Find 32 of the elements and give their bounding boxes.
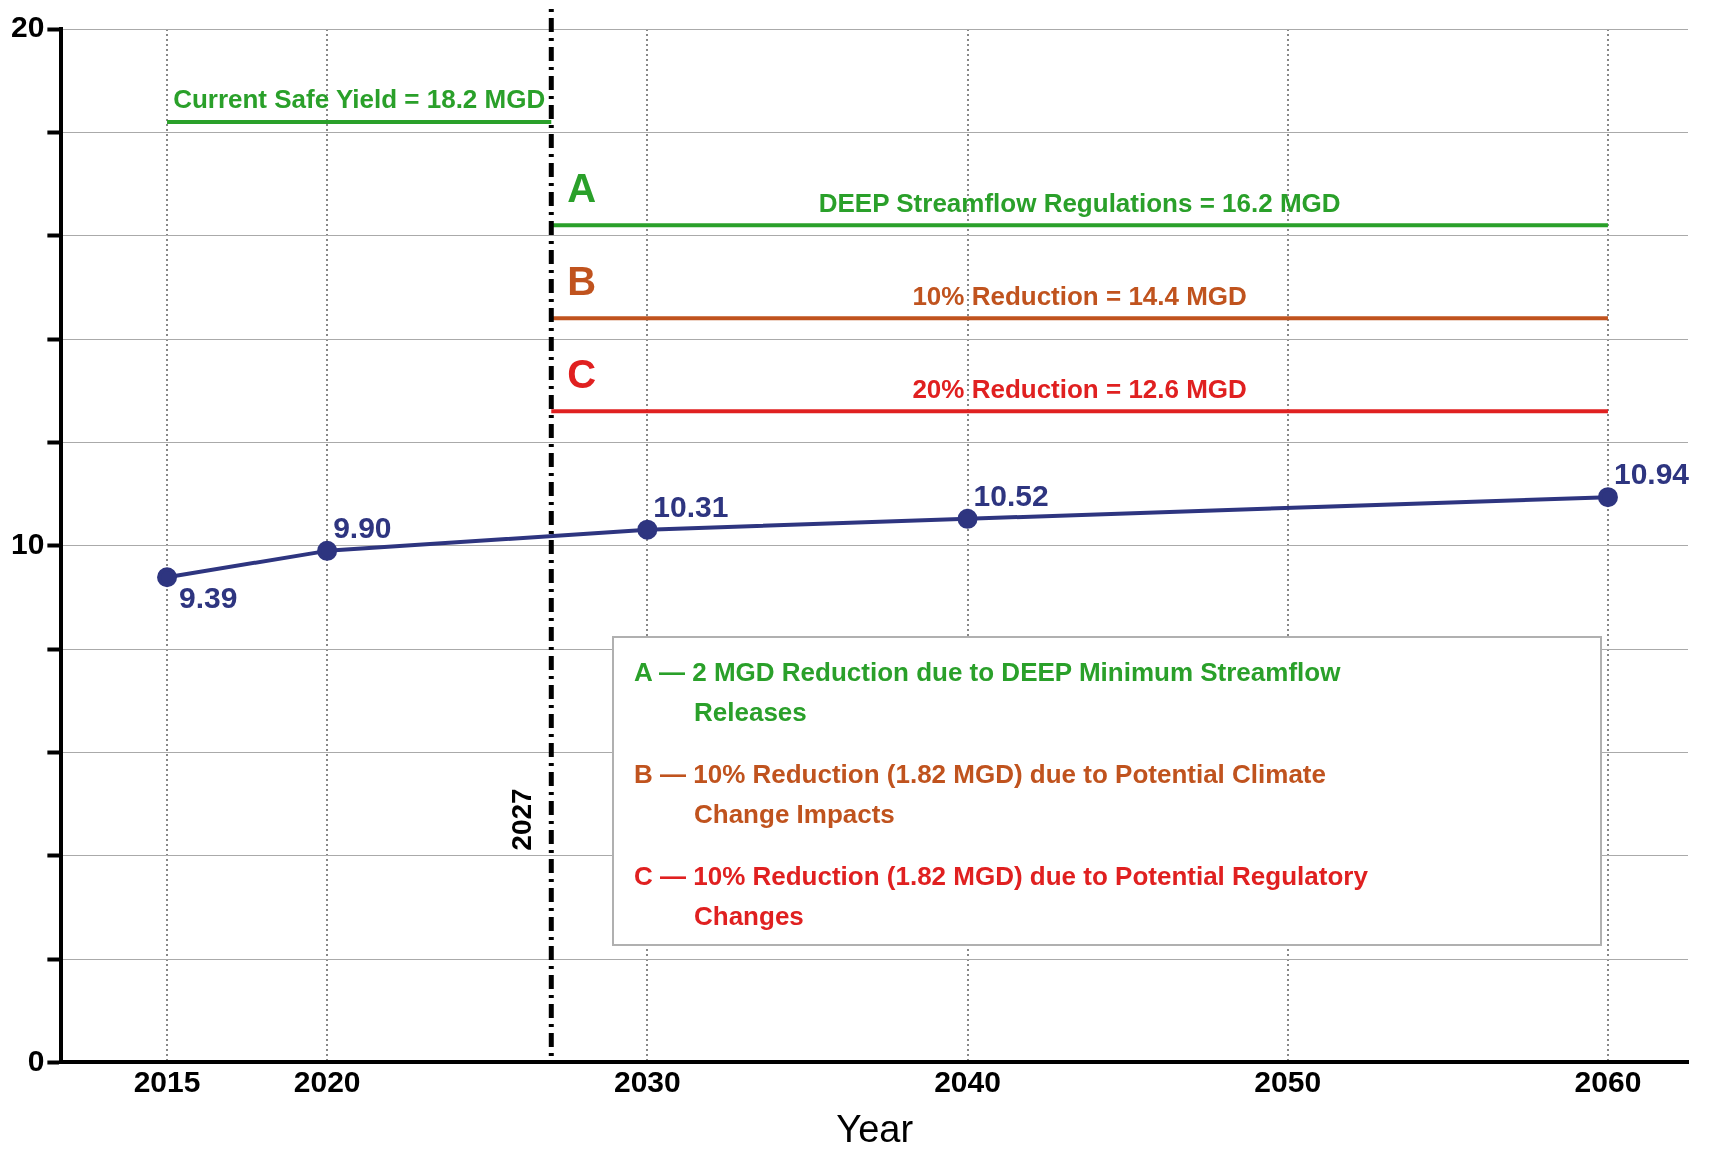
ref-line-label: 2027 [506,788,537,851]
x-tick-label: 2020 [293,1064,361,1098]
annotation: C [567,352,597,397]
data-label: 10.52 [973,479,1049,513]
x-tick-label: 2030 [613,1064,681,1098]
y-tick-label: 10 [10,526,45,560]
x-tick-label: 2060 [1574,1064,1642,1098]
x-axis-title: Year [836,1107,914,1150]
series-label: 10% Reduction = 14.4 MGD [912,280,1247,311]
point [637,519,658,540]
note-box: A — 2 MGD Reduction due to DEEP Minimum Streamflow Releases B — 10% Reduction (1.82 MGD) due to Potential Climate Change Impacts C — 10% Reduction (1.82 MGD) due to Potential Regulatory Changes [612,636,1602,946]
series-label: 20% Reduction = 12.6 MGD [912,373,1247,404]
annotation: B [567,259,597,304]
annotation: C — 10% Reduction (1.82 MGD) due to Potential Regulatory Changes [634,860,1369,933]
point [1597,487,1618,508]
x-tick-label: 2050 [1254,1064,1322,1098]
data-label: 10.31 [653,489,729,523]
y-tick-label: 0 [27,1043,45,1077]
x-tick-label: 2040 [934,1064,1001,1098]
series-label: Current Safe Yield = 18.2 MGD [173,84,546,115]
point [317,540,338,561]
data-label: 10.94 [1613,457,1690,491]
data-label: 9.90 [333,511,392,545]
point [957,508,978,529]
data-label: 9.39 [179,581,238,615]
annotation: A — 2 MGD Reduction due to DEEP Minimum Streamflow Releases [634,656,1342,729]
point [157,567,178,588]
y-tick-label: 20 [10,10,45,44]
series-label: DEEP Streamflow Regulations = 16.2 MGD [818,187,1341,218]
annotation: B — 10% Reduction (1.82 MGD) due to Potential Climate Change Impacts [634,758,1327,831]
x-tick-label: 2015 [133,1064,201,1098]
annotation: A [567,166,597,211]
